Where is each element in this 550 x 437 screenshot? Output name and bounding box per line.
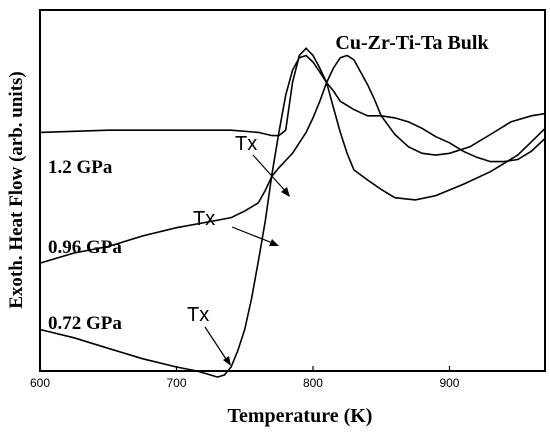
x-tick-label-700: 700 — [166, 376, 186, 390]
series-label-1-2-gpa: 1.2 GPa — [48, 157, 113, 178]
x-tick-label-800: 800 — [303, 376, 323, 390]
tx-arrowhead-0-96-gpa — [269, 239, 279, 246]
series-line-0-72-gpa — [39, 54, 546, 378]
tx-arrowhead-1-2-gpa — [281, 187, 290, 197]
x-tick-label-900: 900 — [439, 376, 459, 390]
tx-annotation-0-96-gpa: Tx — [193, 208, 215, 230]
y-axis-label: Exoth. Heat Flow (arb. units) — [6, 71, 27, 309]
tx-annotation-0-72-gpa: Tx — [187, 304, 209, 326]
plot-frame — [39, 9, 546, 372]
tx-arrow-0-96-gpa — [231, 226, 276, 245]
series-line-1-2-gpa — [39, 47, 546, 201]
x-axis-ticks: 600 700 800 900 — [30, 366, 460, 390]
x-tick-label-600: 600 — [30, 376, 50, 390]
tx-arrow-1-2-gpa — [252, 154, 289, 195]
tx-annotation-1-2-gpa: Tx — [235, 133, 257, 155]
series-label-0-72-gpa: 0.72 GPa — [48, 313, 122, 334]
tx-arrowhead-0-72-gpa — [223, 356, 231, 366]
chart-title: Cu-Zr-Ti-Ta Bulk — [335, 32, 489, 54]
x-axis-label: Temperature (K) — [228, 405, 373, 427]
series-label-0-96-gpa: 0.96 GPa — [48, 237, 122, 258]
tx-arrow-0-72-gpa — [204, 326, 229, 363]
